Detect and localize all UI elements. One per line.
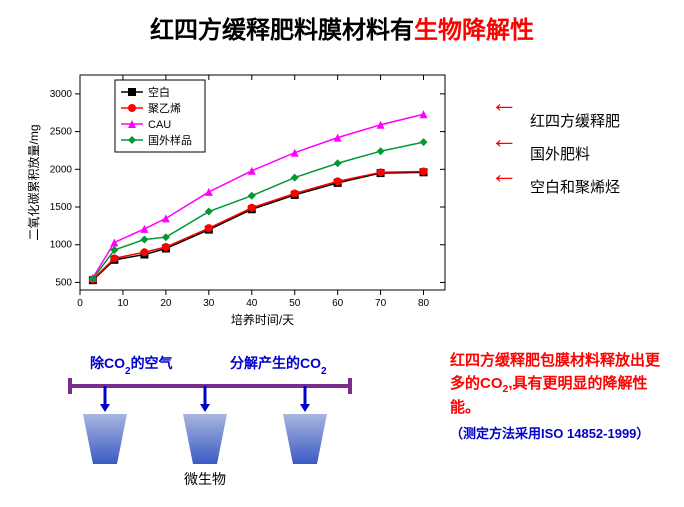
svg-text:二氧化碳累积放量/mg: 二氧化碳累积放量/mg: [26, 124, 41, 240]
svg-text:CAU: CAU: [148, 119, 171, 131]
svg-text:3000: 3000: [50, 89, 73, 100]
svg-text:2500: 2500: [50, 127, 73, 138]
svg-text:国外样品: 国外样品: [148, 133, 192, 147]
svg-text:40: 40: [246, 298, 258, 309]
svg-text:70: 70: [375, 298, 387, 309]
svg-text:空白: 空白: [148, 85, 170, 99]
svg-text:1500: 1500: [50, 202, 73, 213]
title-part-red: 生物降解性: [414, 17, 534, 44]
line-chart: 0 10 20 30 40 50 60 70 80 500 1000 1500 2000 2500 3000…: [20, 55, 485, 340]
series-callouts: ← ← ← 红四方缓释肥 国外肥料 空白和聚烯烃: [530, 105, 620, 204]
svg-text:2000: 2000: [50, 164, 73, 175]
svg-text:培养时间/天: 培养时间/天: [231, 312, 294, 327]
experiment-diagram: 除CO2的空气 分解产生的CO2 微生物: [50, 350, 350, 490]
callout-2: 国外肥料: [530, 138, 620, 171]
arrow-icon: ←: [490, 125, 518, 153]
svg-text:分解产生的CO2: 分解产生的CO2: [230, 355, 327, 377]
svg-text:0: 0: [77, 298, 83, 309]
svg-text:60: 60: [332, 298, 344, 309]
svg-text:10: 10: [117, 298, 129, 309]
svg-text:20: 20: [160, 298, 172, 309]
svg-text:500: 500: [55, 277, 72, 288]
svg-text:除CO2的空气: 除CO2的空气: [90, 355, 173, 377]
slide-title: 红四方缓释肥料膜材料有生物降解性: [0, 10, 684, 45]
svg-text:聚乙烯: 聚乙烯: [148, 102, 181, 115]
callout-1: 红四方缓释肥: [530, 105, 620, 138]
title-part-1: 红四方缓释肥料膜材料有: [150, 17, 414, 44]
svg-text:微生物: 微生物: [184, 471, 226, 487]
callout-3: 空白和聚烯烃: [530, 171, 620, 204]
svg-text:1000: 1000: [50, 240, 73, 251]
chart-svg: 0 10 20 30 40 50 60 70 80 500 1000 1500 2000 2500 3000…: [20, 55, 485, 335]
svg-text:80: 80: [418, 298, 430, 309]
arrow-icon: ←: [490, 89, 518, 117]
iso-ref: （测定方法采用ISO 14852-1999）: [450, 424, 670, 444]
svg-text:30: 30: [203, 298, 215, 309]
conclusion-note: 红四方缓释肥包膜材料释放出更多的CO2,具有更明显的降解性能。 （测定方法采用I…: [450, 350, 670, 443]
diagram-svg: 除CO2的空气 分解产生的CO2 微生物: [50, 350, 370, 490]
arrow-icon: ←: [490, 160, 518, 188]
svg-text:50: 50: [289, 298, 301, 309]
